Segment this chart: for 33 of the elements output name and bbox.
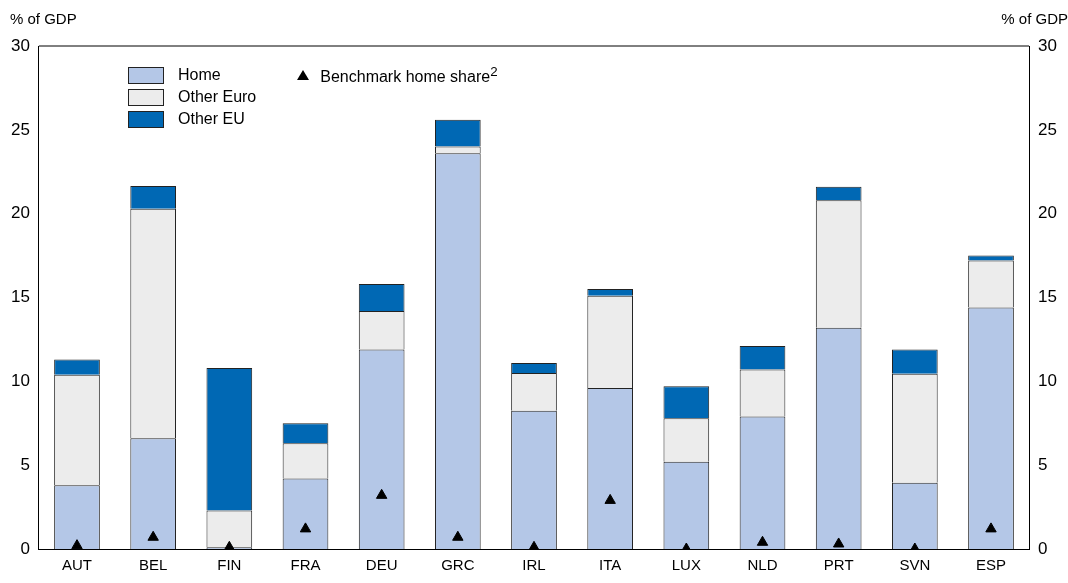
x-tick-label: SVN [899, 556, 931, 574]
y2-tick-label: 10 [1038, 371, 1058, 391]
y-tick-label: 30 [10, 35, 30, 55]
x-tick-label: BEL [138, 556, 168, 574]
x-tick-label: LUX [671, 556, 701, 574]
x-tick-label: IRL [522, 556, 546, 574]
y2-tick-label: 15 [1038, 287, 1058, 307]
x-tick-label: GRC [441, 556, 475, 574]
y2-tick-label: 0 [1038, 538, 1048, 558]
x-tick-label: FIN [217, 556, 242, 574]
y-tick-label: 15 [10, 287, 30, 307]
legend-label: Other Euro [178, 88, 257, 106]
y2-axis-title: % of GDP [1001, 10, 1068, 27]
x-tick-label: AUT [61, 556, 92, 574]
y-tick-label: 10 [10, 371, 30, 391]
x-tick-label: ITA [599, 556, 622, 574]
y2-tick-label: 20 [1038, 203, 1058, 223]
x-tick-label: DEU [365, 556, 398, 574]
y-tick-label: 25 [10, 119, 30, 139]
legend-label: Home [178, 66, 221, 84]
y2-tick-label: 25 [1038, 119, 1058, 139]
y2-tick-label: 5 [1038, 454, 1048, 474]
y-tick-label: 5 [20, 454, 30, 474]
y-tick-label: 20 [10, 203, 30, 223]
legend-label: Benchmark home share$^{2}$ [320, 63, 498, 87]
y-axis-title: % of GDP [10, 10, 77, 27]
y-tick-label: 0 [20, 538, 30, 558]
x-tick-label: NLD [747, 556, 778, 574]
x-tick-label: FRA [290, 556, 321, 574]
x-tick-label: ESP [976, 556, 1007, 574]
y2-tick-label: 30 [1038, 35, 1058, 55]
legend-label: Other EU [178, 110, 245, 128]
x-tick-label: PRT [823, 556, 854, 574]
